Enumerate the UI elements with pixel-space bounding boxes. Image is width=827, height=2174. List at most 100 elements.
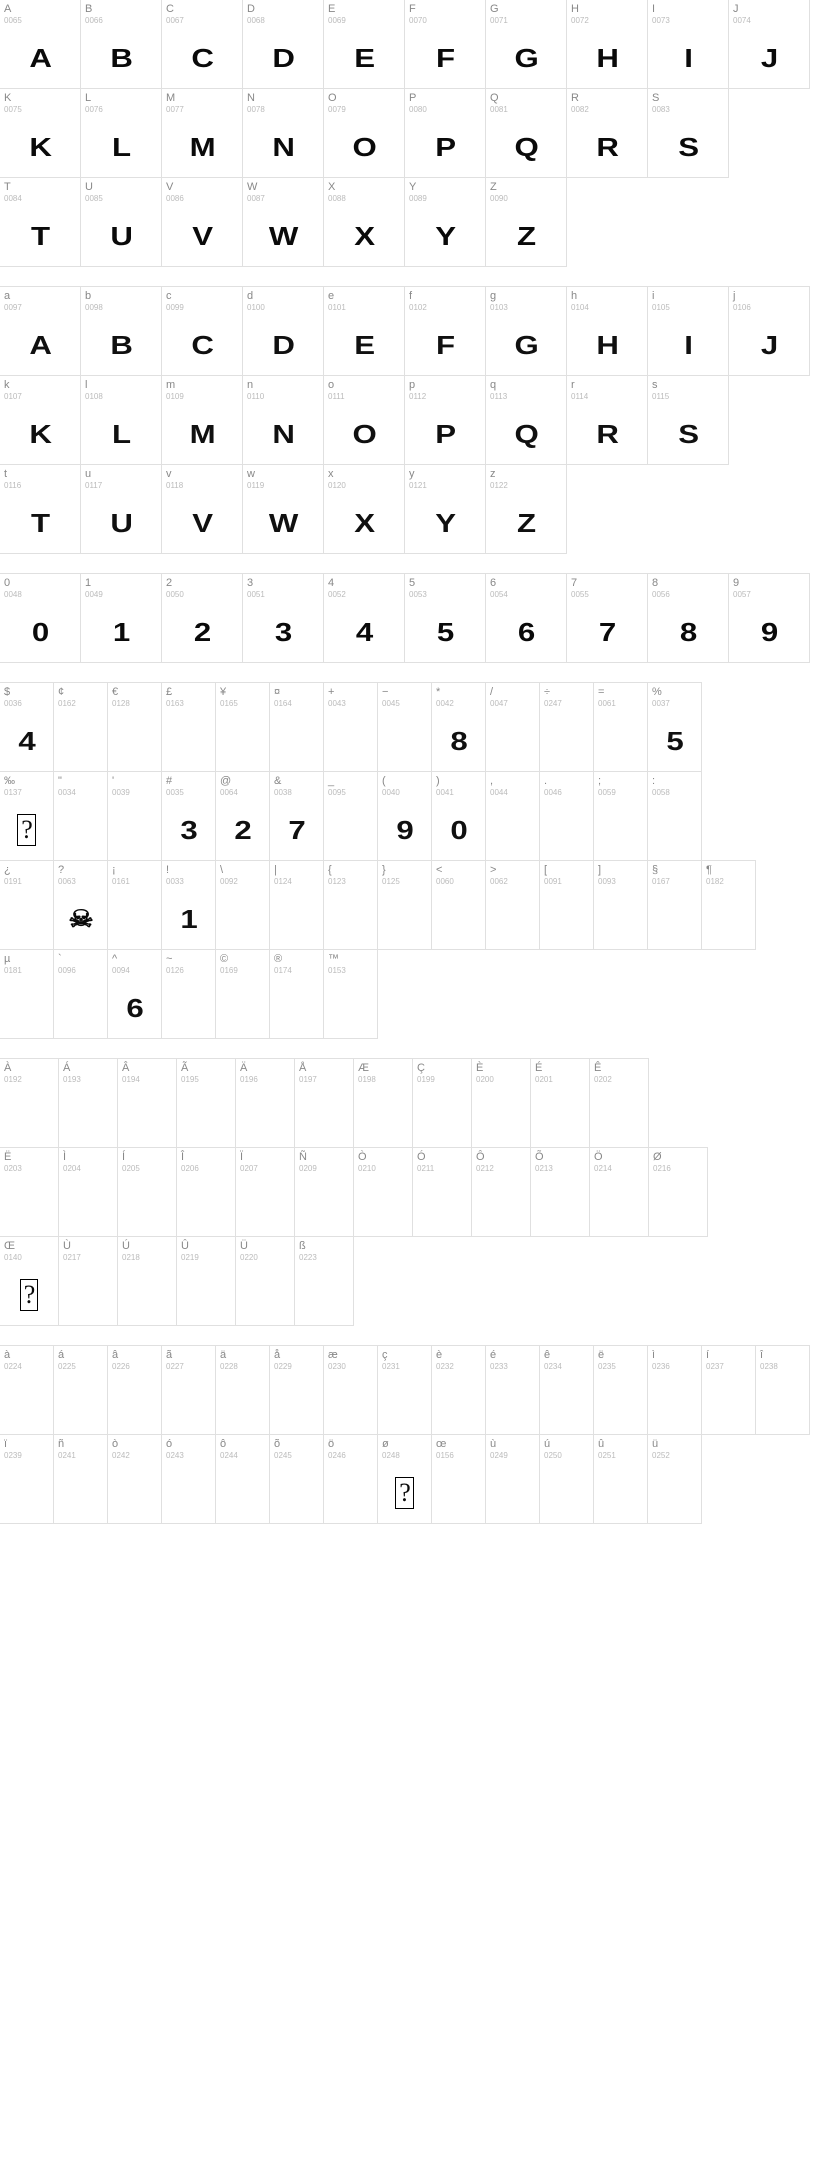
glyph-cell[interactable]: Ï0207 (235, 1147, 295, 1237)
glyph-cell[interactable]: ì0236 (647, 1345, 702, 1435)
glyph-cell[interactable]: L0076L (80, 88, 162, 178)
glyph-cell[interactable]: A0065A (0, 0, 81, 89)
glyph-cell[interactable]: q0113Q (485, 375, 567, 465)
glyph-cell[interactable]: â0226 (107, 1345, 162, 1435)
glyph-cell[interactable]: ÷0247 (539, 682, 594, 772)
glyph-cell[interactable]: Ç0199 (412, 1058, 472, 1148)
glyph-cell[interactable]: |0124 (269, 860, 324, 950)
glyph-cell[interactable]: ;0059 (593, 771, 648, 861)
glyph-cell[interactable]: .0046 (539, 771, 594, 861)
glyph-cell[interactable]: §0167 (647, 860, 702, 950)
glyph-cell[interactable]: à0224 (0, 1345, 54, 1435)
glyph-cell[interactable]: Ã0195 (176, 1058, 236, 1148)
glyph-cell[interactable]: ¤0164 (269, 682, 324, 772)
glyph-cell[interactable]: O0079O (323, 88, 405, 178)
glyph-cell[interactable]: Ì0204 (58, 1147, 118, 1237)
glyph-cell[interactable]: %00375 (647, 682, 702, 772)
glyph-cell[interactable]: X0088X (323, 177, 405, 267)
glyph-cell[interactable]: W0087W (242, 177, 324, 267)
glyph-cell[interactable]: _0095 (323, 771, 378, 861)
glyph-cell[interactable]: n0110N (242, 375, 324, 465)
glyph-cell[interactable]: Æ0198 (353, 1058, 413, 1148)
glyph-cell[interactable]: ê0234 (539, 1345, 594, 1435)
glyph-cell[interactable]: j0106J (728, 286, 810, 376)
glyph-cell[interactable]: C0067C (161, 0, 243, 89)
glyph-cell[interactable]: U0085U (80, 177, 162, 267)
glyph-cell[interactable]: x0120X (323, 464, 405, 554)
glyph-cell[interactable]: <0060 (431, 860, 486, 950)
glyph-cell[interactable]: œ0156 (431, 1434, 486, 1524)
glyph-cell[interactable]: ©0169 (215, 949, 270, 1039)
glyph-cell[interactable]: {0123 (323, 860, 378, 950)
glyph-cell[interactable]: [0091 (539, 860, 594, 950)
glyph-cell[interactable]: )00410 (431, 771, 486, 861)
glyph-cell[interactable]: ¡0161 (107, 860, 162, 950)
glyph-cell[interactable]: Í0205 (117, 1147, 177, 1237)
glyph-cell[interactable]: á0225 (53, 1345, 108, 1435)
glyph-cell[interactable]: í0237 (701, 1345, 756, 1435)
glyph-cell[interactable]: È0200 (471, 1058, 531, 1148)
glyph-cell[interactable]: ö0246 (323, 1434, 378, 1524)
glyph-cell[interactable]: (00409 (377, 771, 432, 861)
glyph-cell[interactable]: Ê0202 (589, 1058, 649, 1148)
glyph-cell[interactable]: û0251 (593, 1434, 648, 1524)
glyph-cell[interactable]: ï0239 (0, 1434, 54, 1524)
glyph-cell[interactable]: `0096 (53, 949, 108, 1039)
glyph-cell[interactable]: :0058 (647, 771, 702, 861)
glyph-cell[interactable]: ô0244 (215, 1434, 270, 1524)
glyph-cell[interactable]: y0121Y (404, 464, 486, 554)
glyph-cell[interactable]: ú0250 (539, 1434, 594, 1524)
glyph-cell[interactable]: c0099C (161, 286, 243, 376)
glyph-cell[interactable]: '0039 (107, 771, 162, 861)
glyph-cell[interactable]: R0082R (566, 88, 648, 178)
glyph-cell[interactable]: Z0090Z (485, 177, 567, 267)
glyph-cell[interactable]: ¥0165 (215, 682, 270, 772)
glyph-cell[interactable]: B0066B (80, 0, 162, 89)
glyph-cell[interactable]: Ø0216 (648, 1147, 708, 1237)
glyph-cell[interactable]: µ0181 (0, 949, 54, 1039)
glyph-cell[interactable]: î0238 (755, 1345, 810, 1435)
glyph-cell[interactable]: å0229 (269, 1345, 324, 1435)
glyph-cell[interactable]: Ë0203 (0, 1147, 59, 1237)
glyph-cell[interactable]: m0109M (161, 375, 243, 465)
glyph-cell[interactable]: ]0093 (593, 860, 648, 950)
glyph-cell[interactable]: Ó0211 (412, 1147, 472, 1237)
glyph-cell[interactable]: d0100D (242, 286, 324, 376)
glyph-cell[interactable]: f0102F (404, 286, 486, 376)
glyph-cell[interactable]: Á0193 (58, 1058, 118, 1148)
glyph-cell[interactable]: ã0227 (161, 1345, 216, 1435)
glyph-cell[interactable]: Ö0214 (589, 1147, 649, 1237)
glyph-cell[interactable]: 500535 (404, 573, 486, 663)
glyph-cell[interactable]: #00353 (161, 771, 216, 861)
glyph-cell[interactable]: "0034 (53, 771, 108, 861)
glyph-cell[interactable]: s0115S (647, 375, 729, 465)
glyph-cell[interactable]: €0128 (107, 682, 162, 772)
glyph-cell[interactable]: V0086V (161, 177, 243, 267)
glyph-cell[interactable]: ç0231 (377, 1345, 432, 1435)
glyph-cell[interactable]: 300513 (242, 573, 324, 663)
glyph-cell[interactable]: ü0252 (647, 1434, 702, 1524)
glyph-cell[interactable]: ¶0182 (701, 860, 756, 950)
glyph-cell[interactable]: −0045 (377, 682, 432, 772)
glyph-cell[interactable]: b0098B (80, 286, 162, 376)
glyph-cell[interactable]: =0061 (593, 682, 648, 772)
glyph-cell[interactable]: Ô0212 (471, 1147, 531, 1237)
glyph-cell[interactable]: Ü0220 (235, 1236, 295, 1326)
glyph-cell[interactable]: ‰0137? (0, 771, 54, 861)
glyph-cell[interactable]: ¢0162 (53, 682, 108, 772)
glyph-cell[interactable]: 100491 (80, 573, 162, 663)
glyph-cell[interactable]: ó0243 (161, 1434, 216, 1524)
glyph-cell[interactable]: /0047 (485, 682, 540, 772)
glyph-cell[interactable]: Ú0218 (117, 1236, 177, 1326)
glyph-cell[interactable]: z0122Z (485, 464, 567, 554)
glyph-cell[interactable]: ñ0241 (53, 1434, 108, 1524)
glyph-cell[interactable]: *00428 (431, 682, 486, 772)
glyph-cell[interactable]: G0071G (485, 0, 567, 89)
glyph-cell[interactable]: $00364 (0, 682, 54, 772)
glyph-cell[interactable]: ä0228 (215, 1345, 270, 1435)
glyph-cell[interactable]: g0103G (485, 286, 567, 376)
glyph-cell[interactable]: Ä0196 (235, 1058, 295, 1148)
glyph-cell[interactable]: S0083S (647, 88, 729, 178)
glyph-cell[interactable]: }0125 (377, 860, 432, 950)
glyph-cell[interactable]: >0062 (485, 860, 540, 950)
